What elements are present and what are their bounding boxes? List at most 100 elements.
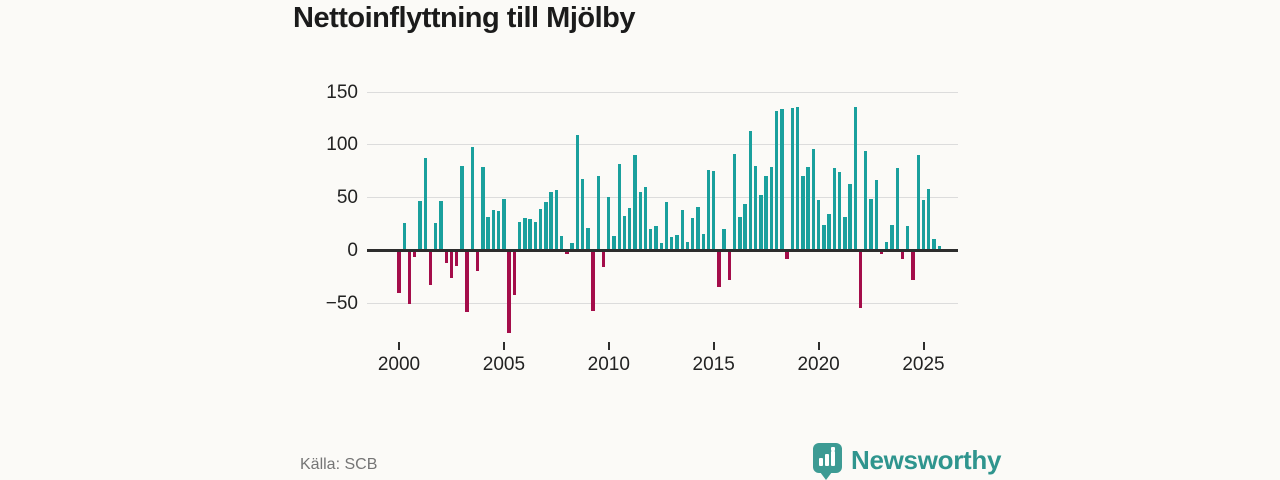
bar-91 bbox=[874, 179, 878, 251]
bar-26 bbox=[533, 221, 538, 251]
bar-2 bbox=[407, 250, 412, 305]
bar-chart-pin-icon bbox=[813, 443, 842, 480]
x-axis-label-2015: 2015 bbox=[692, 354, 735, 375]
bar-18 bbox=[491, 210, 496, 251]
bar-82 bbox=[827, 213, 831, 251]
bar-35 bbox=[580, 178, 585, 251]
bar-42 bbox=[617, 163, 621, 251]
bar-48 bbox=[649, 229, 653, 251]
bar-40 bbox=[607, 196, 611, 251]
chart-title: Nettoinflyttning till Mjölby bbox=[293, 2, 636, 34]
bar-38 bbox=[596, 175, 600, 251]
y-axis-label-100: 100 bbox=[326, 134, 358, 156]
gridline-y-50 bbox=[367, 197, 958, 199]
bar-69 bbox=[759, 194, 763, 251]
bar-66 bbox=[743, 204, 747, 251]
bar-10 bbox=[449, 250, 454, 278]
bar-83 bbox=[832, 168, 837, 251]
bar-102 bbox=[932, 238, 936, 251]
gridline-y--50 bbox=[367, 302, 958, 304]
bar-31 bbox=[559, 235, 564, 251]
x-axis-zero-line bbox=[367, 249, 958, 252]
x-tick-mark-2000 bbox=[398, 342, 400, 350]
bar-4 bbox=[418, 200, 422, 251]
bar-52 bbox=[670, 236, 674, 251]
bar-29 bbox=[549, 192, 553, 251]
bar-46 bbox=[638, 192, 642, 251]
bar-61 bbox=[717, 250, 721, 288]
y-axis-label-0: 0 bbox=[347, 240, 358, 261]
bar-27 bbox=[538, 209, 543, 251]
bar-30 bbox=[554, 190, 559, 251]
bar-88 bbox=[858, 250, 863, 308]
bar-68 bbox=[753, 166, 758, 251]
bar-44 bbox=[628, 208, 632, 251]
bar-76 bbox=[795, 106, 800, 251]
bar-99 bbox=[916, 155, 920, 251]
bar-23 bbox=[517, 221, 522, 251]
bar-21 bbox=[507, 250, 511, 333]
x-tick-mark-2020 bbox=[817, 342, 820, 350]
bar-81 bbox=[822, 225, 826, 251]
x-tick-mark-2025 bbox=[922, 342, 925, 350]
bar-7 bbox=[434, 223, 438, 251]
y-axis-label-150: 150 bbox=[326, 81, 358, 103]
bar-chart-plot-area: 150 100 50 0 −50 2000 2005 2010 2015 2020 2025 bbox=[325, 81, 958, 375]
bar-103 bbox=[937, 246, 941, 251]
bar-95 bbox=[895, 168, 899, 251]
bar-101 bbox=[927, 189, 931, 251]
bar-86 bbox=[848, 183, 852, 251]
bar-72 bbox=[774, 111, 779, 251]
bar-94 bbox=[890, 225, 894, 251]
bar-57 bbox=[696, 207, 700, 251]
bar-12 bbox=[460, 166, 464, 251]
bar-17 bbox=[486, 216, 490, 251]
bar-36 bbox=[586, 228, 590, 251]
bar-90 bbox=[869, 198, 873, 251]
bar-37 bbox=[591, 250, 595, 311]
bar-71 bbox=[769, 167, 774, 251]
x-tick-mark-2015 bbox=[712, 342, 715, 350]
y-axis-label-50: 50 bbox=[336, 187, 358, 209]
bar-85 bbox=[843, 216, 847, 251]
bar-1 bbox=[402, 223, 406, 251]
bar-28 bbox=[544, 201, 548, 251]
bar-56 bbox=[691, 217, 695, 251]
bar-60 bbox=[712, 171, 716, 251]
x-axis-label-2005: 2005 bbox=[482, 354, 526, 375]
bar-92 bbox=[879, 250, 884, 254]
x-axis-label-2020: 2020 bbox=[797, 354, 840, 375]
bar-97 bbox=[906, 226, 910, 251]
bar-20 bbox=[502, 198, 506, 251]
gridline-y-150 bbox=[367, 91, 958, 93]
bar-32 bbox=[565, 250, 569, 254]
bar-89 bbox=[864, 151, 868, 251]
bar-62 bbox=[722, 229, 726, 251]
x-tick-mark-2005 bbox=[502, 342, 505, 350]
bar-63 bbox=[727, 250, 732, 281]
newsworthy-logo: Newsworthy bbox=[813, 441, 1002, 480]
brand-name: Newsworthy bbox=[851, 444, 1002, 475]
bar-96 bbox=[900, 250, 905, 259]
bar-43 bbox=[622, 215, 627, 251]
gridline-y-100 bbox=[367, 144, 958, 146]
bar-14 bbox=[470, 147, 475, 251]
bar-54 bbox=[680, 210, 684, 251]
bar-22 bbox=[512, 250, 517, 295]
bar-3 bbox=[413, 250, 417, 257]
bar-25 bbox=[528, 218, 532, 251]
bar-75 bbox=[790, 107, 795, 251]
bar-73 bbox=[780, 108, 784, 251]
bar-33 bbox=[570, 243, 574, 251]
bar-53 bbox=[675, 234, 679, 251]
x-axis-label-2000: 2000 bbox=[377, 354, 421, 375]
bar-77 bbox=[801, 175, 805, 251]
bar-24 bbox=[523, 217, 527, 251]
y-axis-label--50: −50 bbox=[325, 292, 358, 314]
bar-6 bbox=[428, 250, 433, 286]
bar-65 bbox=[738, 216, 742, 251]
source-label: Källa: SCB bbox=[300, 456, 378, 473]
bar-59 bbox=[706, 170, 711, 251]
x-axis-label-2010: 2010 bbox=[587, 354, 630, 375]
bar-50 bbox=[659, 243, 663, 251]
